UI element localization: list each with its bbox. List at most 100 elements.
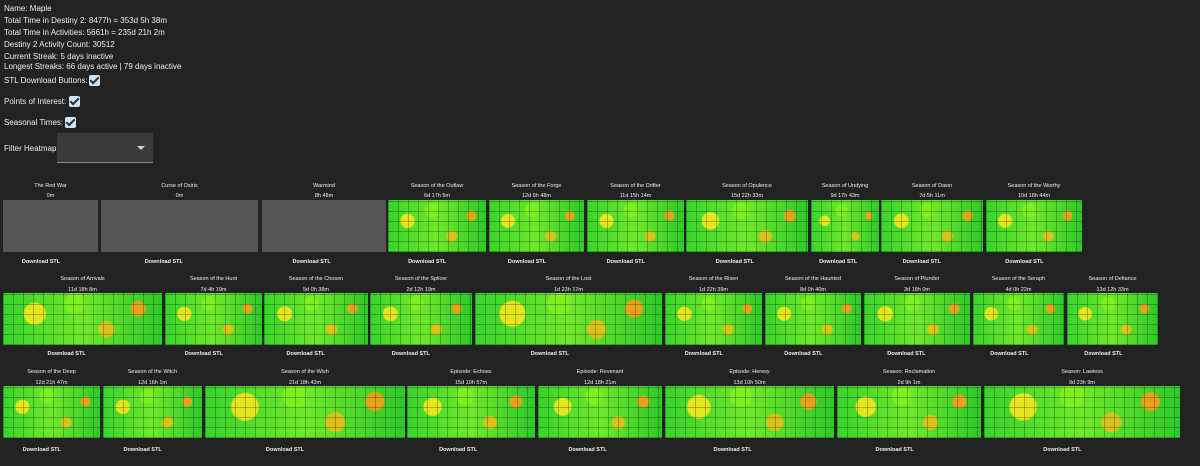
season-time: 12d 18h 21m <box>583 380 617 386</box>
heatmap <box>262 200 386 252</box>
download-button[interactable]: Download STL <box>47 351 86 357</box>
download-button[interactable]: Download STL <box>568 447 607 453</box>
download-button[interactable]: Download STL <box>391 351 430 357</box>
season-time: 8d 0h 40m <box>800 287 826 293</box>
season-time: 6d 17h 5m <box>424 193 450 199</box>
season-name: Season of Defiance <box>1088 276 1137 282</box>
season-time: 9d 23h 9m <box>1069 380 1095 386</box>
header-line: Total Time in Activities: 5661h = 235d 2… <box>4 28 165 37</box>
heatmap <box>538 386 662 438</box>
download-button[interactable]: Download STL <box>530 351 569 357</box>
season-name: Season: Lawless <box>1061 369 1103 375</box>
heatmap <box>3 293 162 345</box>
season-time: 21d 18h 43m <box>288 380 322 386</box>
season-name: Season of the Lost <box>545 276 592 282</box>
season-name: Warmind <box>313 183 335 189</box>
download-button[interactable]: Download STL <box>606 259 645 265</box>
download-button[interactable]: Download STL <box>21 259 61 265</box>
header-line: Current Streak: 5 days inactive <box>4 52 114 61</box>
heatmap <box>864 293 970 345</box>
season-name: Season of the Splicer <box>394 276 448 282</box>
season-name: Season of the Seraph <box>991 276 1046 282</box>
season-name: Episode: Heresy <box>729 369 770 375</box>
season-name: Season of Plunder <box>894 276 940 282</box>
heatmap <box>3 200 98 252</box>
season-name: Season of the Forge <box>511 183 562 189</box>
season-time: 0m <box>175 193 184 199</box>
season-time: 8h 48m <box>314 193 334 199</box>
download-button[interactable]: Download STL <box>408 259 447 265</box>
download-button[interactable]: Download STL <box>265 447 305 453</box>
season-time: 5d 0h 38m <box>303 287 329 293</box>
season-time: 15d 22h 33m <box>730 193 764 199</box>
header-line: Longest Streaks: 66 days active | 79 day… <box>4 62 182 71</box>
download-button[interactable]: Download STL <box>1084 351 1123 357</box>
checkbox[interactable] <box>69 96 80 107</box>
checkbox[interactable] <box>65 117 76 128</box>
heatmap <box>103 386 202 438</box>
heatmap <box>3 386 100 438</box>
season-time: 12d 9h 48m <box>521 193 552 199</box>
heatmap <box>665 293 762 345</box>
heatmap <box>489 200 584 252</box>
season-name: Season of the Chosen <box>288 276 344 282</box>
checkbox[interactable] <box>89 75 100 86</box>
download-button[interactable]: Download STL <box>286 351 325 357</box>
season-time: 10d 18h 44m <box>1017 193 1051 199</box>
option-label: STL Download Buttons: <box>4 76 88 85</box>
season-name: Episode: Echoes <box>450 369 492 375</box>
season-name: Season of the Hunt <box>189 276 238 282</box>
heatmap <box>1067 293 1158 345</box>
season-name: Season: Reclamation <box>882 369 936 375</box>
season-time: 7d 4h 19m <box>200 287 227 293</box>
heatmap <box>811 200 879 252</box>
heatmap <box>475 293 662 345</box>
heatmap <box>837 386 981 438</box>
download-button[interactable]: Download STL <box>184 351 223 357</box>
download-button[interactable]: Download STL <box>123 447 162 453</box>
season-time: 3d 18h 0m <box>904 287 930 293</box>
heatmap <box>264 293 368 345</box>
heatmap <box>984 386 1180 438</box>
download-button[interactable]: Download STL <box>144 259 183 265</box>
filter-label: Filter Heatmap: <box>4 144 59 153</box>
season-time: 15d 10h 57m <box>454 380 488 386</box>
option-label: Seasonal Times: <box>4 118 64 127</box>
season-time: 2d 12h 19m <box>406 287 436 293</box>
season-name: Season of Undying <box>821 183 869 189</box>
season-name: Season of the Haunted <box>784 276 842 282</box>
heatmap <box>101 200 258 252</box>
download-button[interactable]: Download STL <box>439 447 478 453</box>
season-time: 2d 9h 1m <box>897 380 921 386</box>
download-button[interactable]: Download STL <box>713 447 752 453</box>
season-time: 12d 21h 47m <box>35 380 68 386</box>
download-button[interactable]: Download STL <box>22 447 61 453</box>
heatmap <box>587 200 684 252</box>
season-time: 13d 12h 33m <box>1096 287 1129 293</box>
download-button[interactable]: Download STL <box>684 351 723 357</box>
download-button[interactable]: Download STL <box>292 259 331 265</box>
heatmap <box>165 293 262 345</box>
header-line: Name: Maple <box>4 4 52 13</box>
download-button[interactable]: Download STL <box>819 259 858 265</box>
download-button[interactable]: Download STL <box>875 447 914 453</box>
download-button[interactable]: Download STL <box>1005 259 1044 265</box>
heatmap <box>973 293 1064 345</box>
heatmap <box>765 293 861 345</box>
season-time: 11d 15h 14m <box>619 193 652 199</box>
heatmap <box>665 386 834 438</box>
download-button[interactable]: Download STL <box>507 259 547 265</box>
download-button[interactable]: Download STL <box>902 259 941 265</box>
download-button[interactable]: Download STL <box>1043 447 1082 453</box>
download-button[interactable]: Download STL <box>715 259 754 265</box>
header-line: Destiny 2 Activity Count: 30512 <box>4 40 115 49</box>
season-name: Curse of Osiris <box>161 183 198 189</box>
download-button[interactable]: Download STL <box>784 351 823 357</box>
filter-dropdown[interactable] <box>57 133 153 163</box>
heatmap <box>205 386 405 438</box>
season-time: 12d 16h 1m <box>137 380 168 386</box>
season-name: Season of the Drifter <box>610 183 661 189</box>
download-button[interactable]: Download STL <box>887 351 926 357</box>
season-name: Season of the Witch <box>127 369 178 375</box>
download-button[interactable]: Download STL <box>990 351 1029 357</box>
